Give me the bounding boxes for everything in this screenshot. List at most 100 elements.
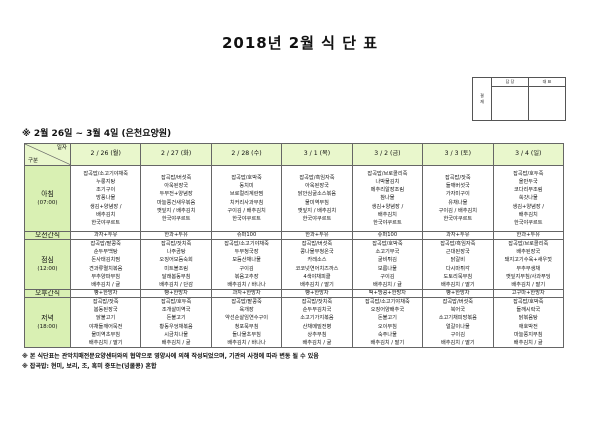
menu-cell: 한과+두유 xyxy=(492,231,565,240)
menu-item: 배추김치 / 바나나 xyxy=(227,339,266,346)
note-1: ※ 본 식단표는 관악치매전문요양센터와의 협약으로 영양사에 의해 작성되었으… xyxy=(22,353,319,360)
menu-cell: 잡곡밥/호두죽 올만두국 코다리무조림 쑥갓나물 생김+양념장 / 배추김치 한국야쿠르트 xyxy=(492,165,565,232)
menu-item: 조기구이 xyxy=(96,187,116,194)
menu-item: 도토리묵무침 xyxy=(443,273,473,280)
menu-cell: 잡곡밥/팥콩죽 육개장 약선순살임연수구이 청포묵무침 돌나물초무침 배추김치 / 바나나 xyxy=(210,297,283,348)
note-2: ※ 잡곡밥: 현미, 보리, 조, 흑미 중또는(넝쿨콩) 혼합 xyxy=(22,363,157,370)
menu-item: 물미역무침 xyxy=(305,199,329,206)
menu-item: 북어국 xyxy=(450,307,465,314)
date-header: 2 / 27 (화) xyxy=(140,143,212,166)
menu-table: 일자 구분 2 / 26 (월) 2 / 27 (화) 2 / 28 (수) 3 / … xyxy=(24,143,565,348)
meal-name: 점심 xyxy=(41,255,54,264)
menu-cell: 과자+한방차 xyxy=(210,289,283,298)
menu-item: 과자+두유 xyxy=(446,232,470,239)
meal-row: 아침 (07:00) 잡곡밥/소고기야채죽 누룽지탕 조기구이 방풍나물 생김+양념장 / 배… xyxy=(24,165,565,232)
menu-cell: 잡곡밥/호박죽 들깨시락국 닭볶음탕 애호박전 마늘쫑지무침 배추김치 / 귤 xyxy=(492,297,565,348)
menu-item: 카레소스 xyxy=(307,257,327,264)
menu-item: 약선순살임연수구이 xyxy=(225,315,269,322)
menu-item: 모듬산채나물 xyxy=(232,257,261,264)
menu-item: 배추김치 / 바나나 xyxy=(227,281,266,288)
menu-item: 청포묵무침 xyxy=(234,323,259,330)
menu-item: 봄동된장국 xyxy=(93,307,118,314)
menu-cell: 잡곡밥/호박죽 동치미 브로컬리계란찜 치커리사과무침 구이김 / 배추김치 한국야쿠르트 xyxy=(210,165,283,232)
menu-item: 배추김치 / 딸기 xyxy=(511,281,546,288)
menu-item: 달래봄동무침 xyxy=(161,273,191,280)
menu-item: 육개장 xyxy=(239,307,254,314)
corner-category-label: 구분 xyxy=(28,158,39,164)
menu-item: 콩나물무청온국 xyxy=(300,249,334,256)
menu-item: 다시마튀각 xyxy=(445,265,470,272)
menu-item: 아욱된장국 xyxy=(164,183,189,190)
menu-item: 시금치나물 xyxy=(164,331,189,338)
approval-sign-staff[interactable] xyxy=(491,86,529,121)
menu-item: 잡곡밥/호두죽 xyxy=(160,299,192,306)
menu-item: 배추김치 xyxy=(518,211,538,218)
menu-cell: 잡곡밥/잣치죽 나주곰탕 오징어모듬숙회 미트볼조림 달래봄동무침 배추김치 / 단감 xyxy=(140,239,212,290)
menu-item: 유채나물 xyxy=(448,199,468,206)
approval-sign-ceo[interactable] xyxy=(528,86,566,121)
menu-cell: 잡곡밥/버섯죽 콩나물무청온국 카레소스 코코넛연어치즈까스 4색야채피클 배추김치 / … xyxy=(281,239,353,290)
menu-cell: 잡곡밥/잣치죽 순두부김치국 소고기가지볶음 산채메밀전병 상추무침 배추김치 / 귤 xyxy=(281,297,353,348)
menu-item: 한국야쿠르트 xyxy=(161,215,191,222)
menu-item: 상추무침 xyxy=(307,331,327,338)
menu-item: 근대된장국 xyxy=(445,249,470,256)
menu-item: 생김+양념장 / xyxy=(512,203,545,210)
menu-item: 빵+한방차 xyxy=(446,290,470,297)
corner-cell: 일자 구분 xyxy=(24,143,71,166)
menu-item: 깻잎지 / 배추김치 xyxy=(156,207,196,214)
menu-item: 한국야쿠르트 xyxy=(232,215,261,222)
row-label: 점심 (12:00) xyxy=(24,239,71,290)
menu-item: 잡곡밥/호박죽 xyxy=(372,241,403,248)
menu-item: 4색야채피클 xyxy=(303,273,331,280)
menu-item: 잡곡밥/잣치죽 xyxy=(301,299,333,306)
menu-item: 잡곡밥/호박죽 xyxy=(513,299,544,306)
menu-item: 닭갈비 xyxy=(450,257,465,264)
menu-item: 구이김 / 배추김치 xyxy=(227,207,266,214)
menu-item: 들깨버섯국 xyxy=(445,183,470,190)
corner-date-label: 일자 xyxy=(56,145,67,151)
menu-item: 잡곡밥/버섯죽 xyxy=(442,299,474,306)
menu-item: 누룽지탕 xyxy=(96,179,116,186)
menu-cell: 잡곡밥/소고기야채죽 오징어양배추국 돈불고기 오이무침 숙주나물 배추김치 / 딸기 xyxy=(351,297,424,348)
menu-item: 부추무생채 xyxy=(516,265,541,272)
menu-item: 참나물 xyxy=(380,195,395,202)
menu-cell: 빵+한방차 xyxy=(140,289,212,298)
menu-item: 잡곡밥/잣치죽 xyxy=(160,241,192,248)
menu-item: 쑥갓나물 xyxy=(518,195,538,202)
menu-item: 구이김 xyxy=(380,273,395,280)
menu-cell: 잡곡밥/호박죽 소고기무국 굴비튀김 보름나물 구이김 배추김치 / 귤 xyxy=(351,239,424,290)
menu-item: 잡곡밥/소고기야채죽 xyxy=(365,299,410,306)
meal-name: 오후간식 xyxy=(34,289,60,297)
menu-item: 배추김치 / 귤 xyxy=(513,339,543,346)
menu-cell: 잡곡밥/잣죽 봄동된장국 닭불고기 야채들깨어묵전 물미역초무침 배추김치 / 딸기 xyxy=(69,297,142,348)
menu-item: 부추양파무침 xyxy=(91,273,121,280)
menu-item: 구이김 xyxy=(239,265,254,272)
menu-item: 미트볼조림 xyxy=(164,265,189,272)
menu-item: 소고기채피망볶음 xyxy=(438,315,477,322)
page-title: 2018년 2월 식 단 표 xyxy=(221,34,379,52)
menu-item: 물미역초무침 xyxy=(91,331,121,338)
meal-row: 저녁 (18:00) 잡곡밥/잣죽 봄동된장국 닭불고기 야채들깨어묵전 물미역초무침 배추김… xyxy=(24,297,565,348)
menu-item: 한국야쿠르트 xyxy=(373,219,402,226)
date-header: 2 / 26 (월) xyxy=(69,143,142,166)
menu-item: 배추김치 / 딸기 xyxy=(440,281,475,288)
menu-item: 돌나물초무침 xyxy=(232,331,261,338)
menu-item: 두부청국장 xyxy=(234,249,259,256)
menu-cell: 고구마+한방차 xyxy=(492,289,565,298)
menu-cell: 한과+두유 xyxy=(140,231,212,240)
menu-cell: 슈퍼100 xyxy=(351,231,424,240)
menu-item: 빵+한방차 xyxy=(164,290,188,297)
menu-item: 견과류멸치볶음 xyxy=(89,265,123,272)
menu-item: 마늘쫑지무침 xyxy=(513,331,543,338)
menu-item: 잡곡밥/브로콜리죽 xyxy=(508,241,549,248)
menu-cell: 잡곡밥/호두죽 조개살미역국 돈불고기 황동우엉채볶음 시금치나물 배추김치 / 귤 xyxy=(140,297,212,348)
menu-item: 배추김치 xyxy=(377,211,397,218)
meal-name: 오전간식 xyxy=(34,231,60,239)
menu-cell: 슈퍼100 xyxy=(210,231,283,240)
date-header: 3 / 1 (목) xyxy=(281,143,353,166)
menu-item: 한과+두유 xyxy=(305,232,329,239)
menu-item: 슈퍼100 xyxy=(377,232,398,239)
meal-time: (07:00) xyxy=(37,199,58,206)
menu-item: 슈퍼100 xyxy=(236,232,257,239)
menu-item: 잡곡밥/소고기야채죽 xyxy=(83,171,129,178)
